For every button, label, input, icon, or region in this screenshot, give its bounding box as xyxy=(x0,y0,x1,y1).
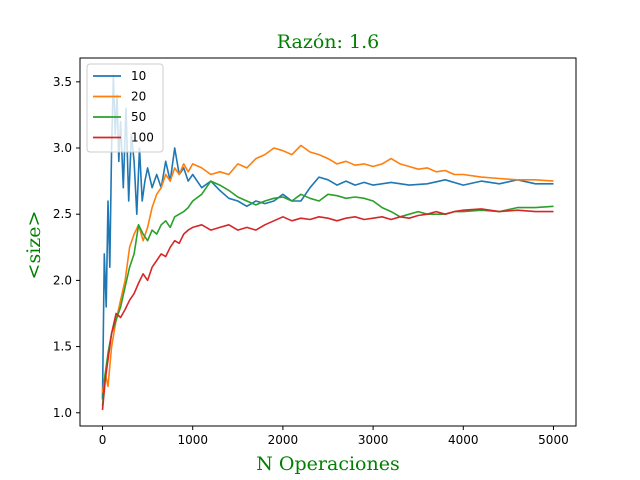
legend-box xyxy=(86,63,164,153)
y-tick-label: 3.5 xyxy=(53,75,72,89)
legend-label-50: 50 xyxy=(131,110,146,124)
legend: 10 20 50 100 xyxy=(86,63,164,153)
legend-label-10: 10 xyxy=(131,69,146,83)
x-tick-label: 2000 xyxy=(268,433,299,447)
x-tick-label: 1000 xyxy=(177,433,208,447)
x-tick-label: 5000 xyxy=(538,433,569,447)
legend-label-100: 100 xyxy=(131,131,154,145)
chart-title: Razón: 1.6 xyxy=(277,31,379,53)
y-axis-label: <size> xyxy=(23,211,45,280)
y-tick-label: 2.5 xyxy=(53,207,72,221)
y-tick-label: 1.5 xyxy=(53,340,72,354)
x-axis: 0 1000 2000 3000 4000 5000 xyxy=(99,426,569,447)
legend-label-20: 20 xyxy=(131,90,146,104)
y-tick-label: 3.0 xyxy=(53,141,72,155)
y-tick-label: 1.0 xyxy=(53,406,72,420)
x-tick-label: 0 xyxy=(99,433,107,447)
x-axis-label: N Operaciones xyxy=(256,453,399,475)
series-line-100 xyxy=(101,208,554,411)
series-line-50 xyxy=(101,180,554,407)
y-tick-label: 2.0 xyxy=(53,273,72,287)
series-line-20 xyxy=(101,144,554,394)
y-axis: 1.0 1.5 2.0 2.5 3.0 3.5 xyxy=(53,75,80,420)
x-tick-label: 4000 xyxy=(448,433,479,447)
x-tick-label: 3000 xyxy=(358,433,389,447)
plot-frame xyxy=(79,57,577,427)
